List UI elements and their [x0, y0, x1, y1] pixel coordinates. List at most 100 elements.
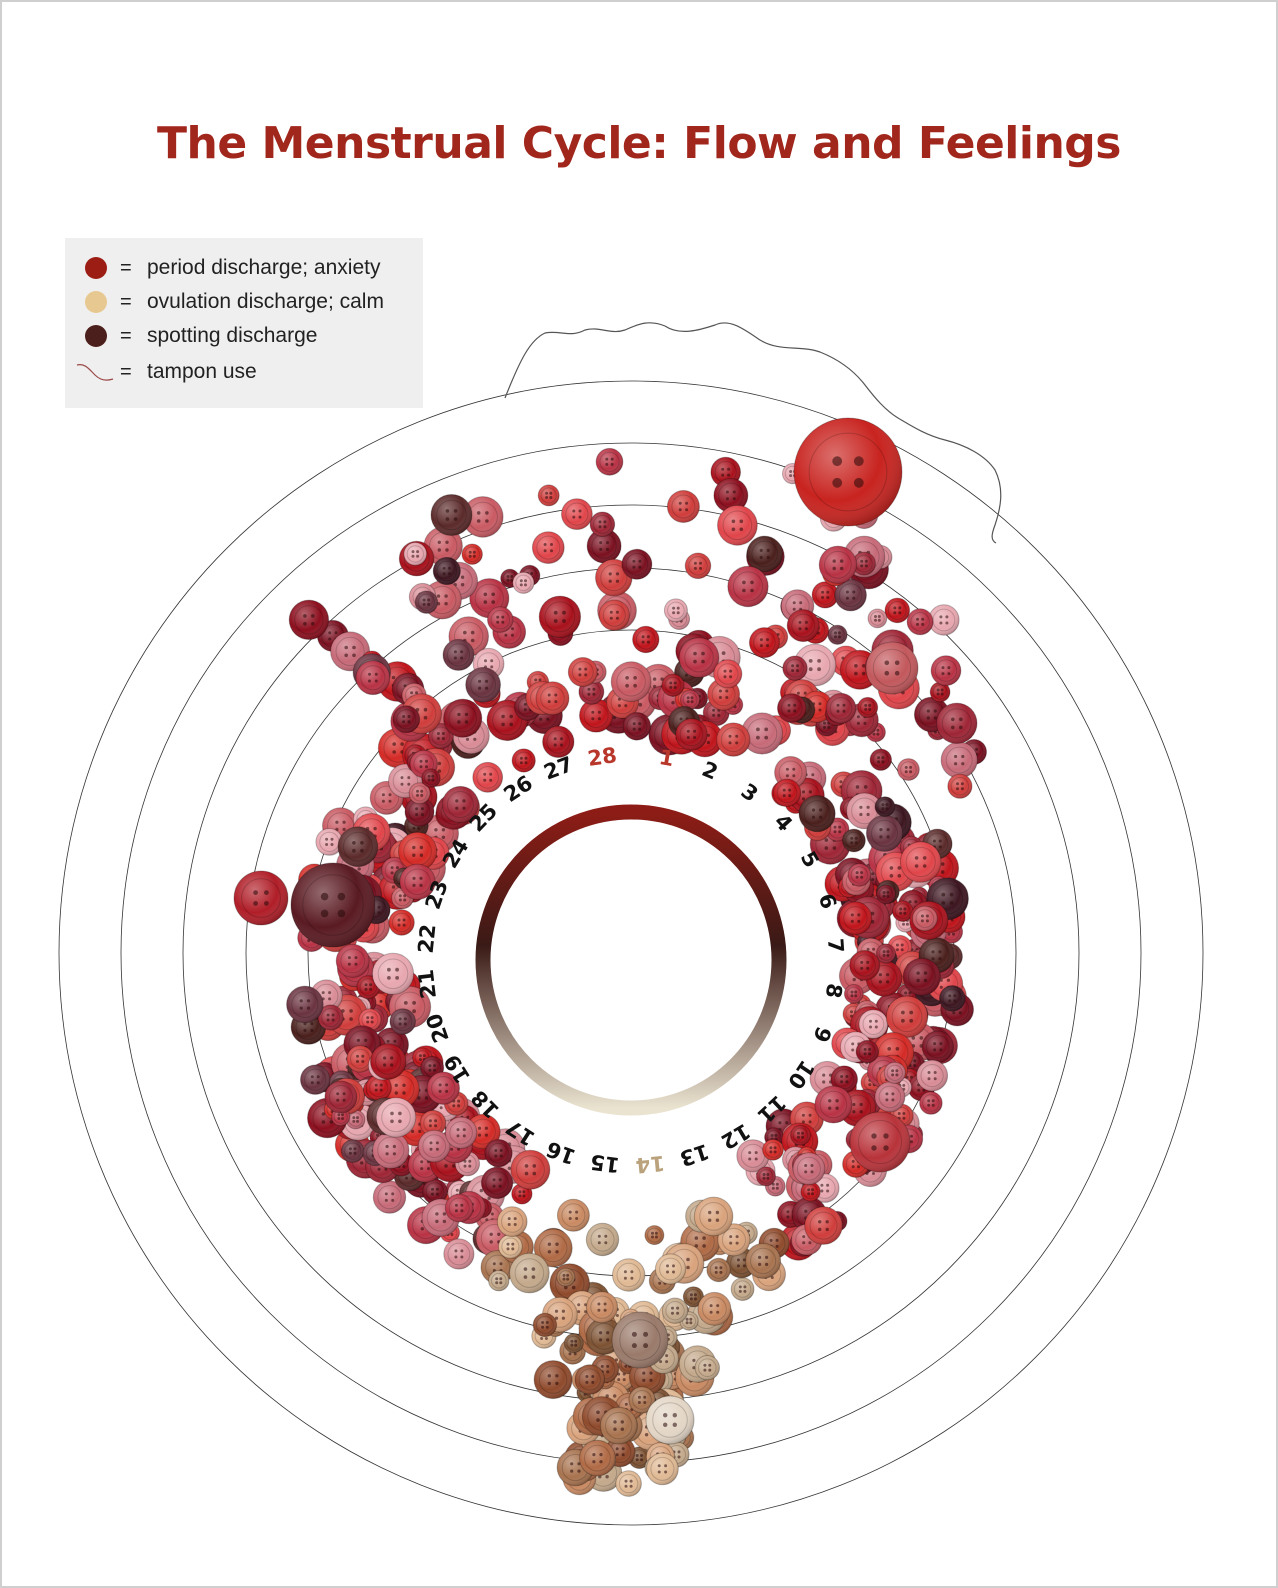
button-bead: [730, 1277, 755, 1301]
button-bead: [589, 511, 616, 538]
button-bead: [365, 1074, 392, 1101]
day-label-21: 21: [414, 968, 441, 1000]
legend-equals: =: [120, 256, 132, 279]
button-bead: [916, 1059, 949, 1092]
button-bead: [496, 1206, 528, 1237]
legend-label-tampon: tampon use: [147, 360, 257, 383]
button-bead: [574, 1364, 606, 1395]
button-bead: [947, 773, 973, 799]
button-bead: [834, 578, 867, 612]
legend-label-period: period discharge; anxiety: [147, 256, 381, 279]
button-bead: [512, 571, 535, 594]
legend-equals: =: [120, 360, 132, 383]
legend-ovulation-dot-icon: [85, 291, 107, 313]
button-bead: [372, 1131, 410, 1169]
button-bead: [509, 1252, 550, 1294]
button-bead: [876, 884, 896, 905]
button-bead: [874, 796, 896, 817]
button-bead: [612, 1258, 646, 1292]
button-bead: [867, 608, 888, 629]
button-bead: [727, 565, 769, 608]
button-bead: [644, 1225, 665, 1246]
button-bead: [324, 1080, 358, 1114]
day-label-1: 1: [657, 745, 676, 771]
button-bead: [855, 1039, 879, 1064]
button-bead: [929, 681, 951, 703]
legend-row-ovulation: = ovulation discharge; calm: [65, 287, 423, 317]
button-bead: [465, 666, 502, 703]
button-bead: [430, 494, 473, 536]
button-bead: [790, 1124, 811, 1146]
button-bead: [622, 712, 652, 741]
button-bead: [422, 1178, 448, 1205]
button-bead: [906, 608, 934, 636]
button-bead: [869, 748, 892, 771]
button-bead: [595, 447, 624, 476]
button-bead: [535, 681, 570, 716]
button-bead: [233, 870, 289, 926]
button-bead: [804, 1206, 843, 1245]
button-bead: [532, 1312, 558, 1338]
legend-equals: =: [120, 290, 132, 313]
button-bead: [717, 504, 758, 546]
button-bead: [666, 490, 700, 523]
button-bead: [427, 723, 454, 749]
legend-label-spotting: spotting discharge: [147, 324, 318, 347]
button-bead: [684, 552, 712, 580]
button-bead: [798, 795, 836, 833]
button-bead: [849, 1111, 911, 1173]
button-bead: [345, 1109, 366, 1130]
button-bead: [930, 655, 962, 686]
button-bead: [843, 984, 864, 1004]
button-bead: [661, 673, 685, 697]
legend-label-ovulation: ovulation discharge; calm: [147, 290, 384, 313]
legend-period-dot-icon: [85, 257, 107, 279]
button-bead: [875, 943, 897, 964]
button-bead: [538, 595, 582, 638]
button-bead: [432, 556, 461, 586]
button-bead: [818, 545, 858, 584]
button-bead: [372, 1180, 407, 1214]
button-bead: [556, 1198, 590, 1232]
button-bead: [487, 606, 514, 633]
button-bead: [645, 1395, 695, 1445]
button-bead: [488, 1270, 510, 1292]
button-bead: [317, 1004, 344, 1031]
button-bead: [537, 484, 560, 507]
day-label-28: 28: [586, 743, 618, 771]
button-bead: [531, 531, 565, 564]
button-bead: [444, 1116, 478, 1150]
button-bead: [561, 498, 593, 530]
button-bead: [675, 718, 708, 751]
button-bead: [706, 1257, 731, 1283]
button-bead: [865, 641, 919, 695]
button-bead: [628, 1386, 656, 1414]
legend-spotting-dot-icon: [85, 325, 107, 347]
legend-row-spotting: = spotting discharge: [65, 321, 423, 351]
buttons-layer: [233, 417, 987, 1497]
day-label-8: 8: [821, 982, 847, 1000]
button-bead: [462, 496, 504, 538]
button-bead: [461, 543, 483, 565]
button-bead: [403, 542, 428, 566]
button-bead: [746, 535, 784, 573]
button-bead: [389, 1008, 417, 1035]
button-bead: [713, 659, 743, 689]
chart-title: The Menstrual Cycle: Flow and Feelings: [157, 118, 1121, 169]
button-bead: [858, 1009, 889, 1039]
button-bead: [441, 785, 479, 824]
legend-row-period: = period discharge; anxiety: [65, 253, 423, 283]
button-bead: [533, 1228, 573, 1268]
button-bead: [717, 1223, 751, 1257]
day-label-14: 14: [635, 1151, 666, 1178]
button-bead: [417, 1129, 451, 1163]
button-bead: [830, 1065, 859, 1093]
button-bead: [902, 957, 941, 996]
button-bead: [443, 1238, 475, 1270]
button-bead: [756, 1166, 776, 1187]
tampon-string: [504, 322, 1002, 544]
button-bead: [748, 627, 780, 659]
day-label-27: 27: [540, 752, 576, 785]
button-bead: [375, 1097, 417, 1138]
